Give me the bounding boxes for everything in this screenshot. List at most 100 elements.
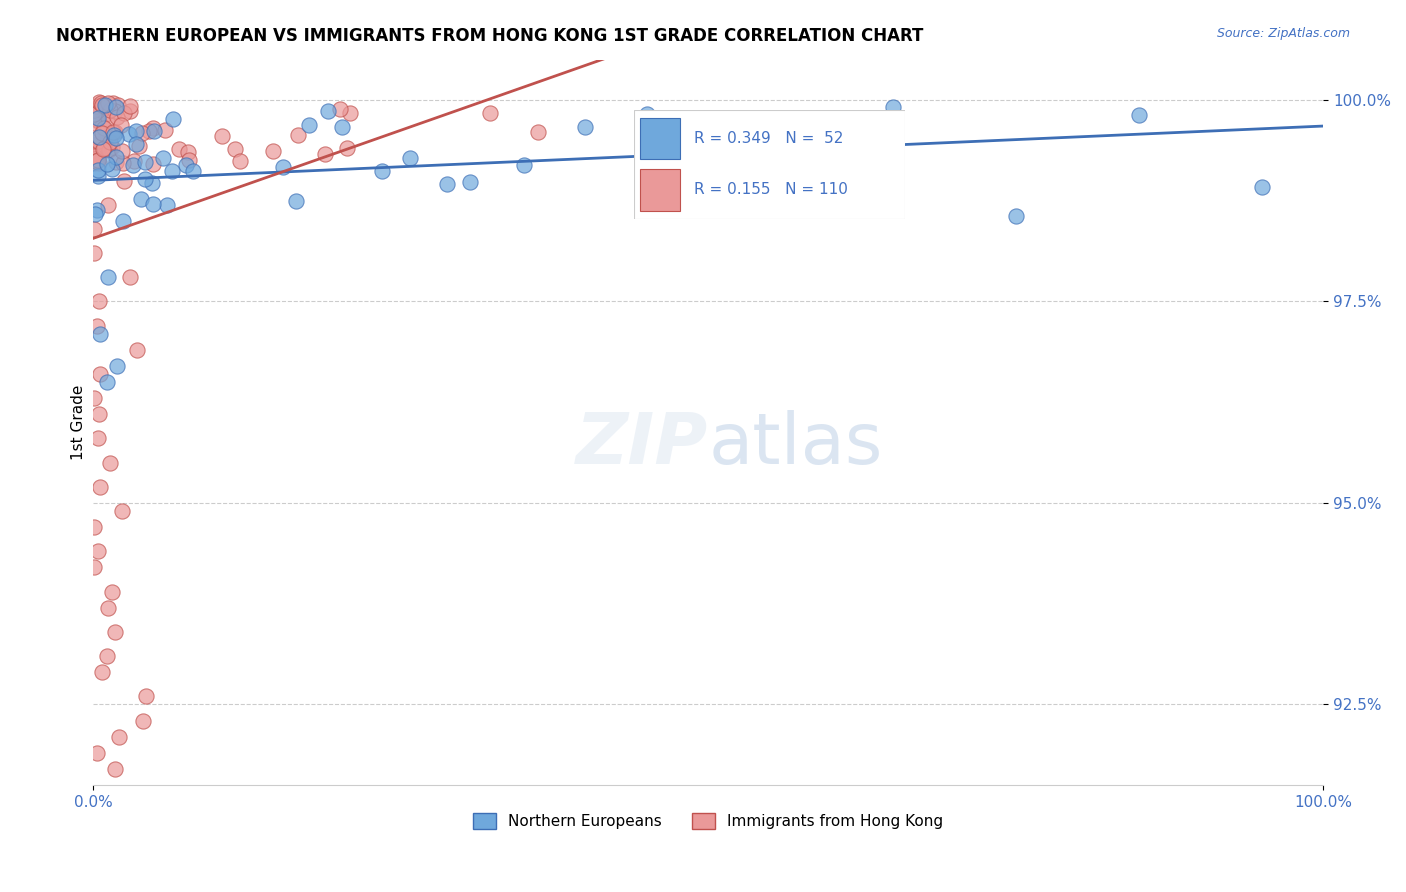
Text: atlas: atlas [709, 409, 883, 479]
Point [103, 128, 125, 142]
Point [330, 120, 353, 135]
Point [91, 142, 114, 156]
Point [112, 106, 135, 120]
Point [86, 153, 108, 168]
Point [91, 665, 114, 680]
Point [134, 172, 156, 186]
Point [162, 164, 184, 178]
Point [86, 103, 108, 118]
Point [478, 106, 501, 120]
Point [100, 126, 122, 140]
Point [93, 141, 115, 155]
Point [101, 162, 124, 177]
Point [758, 117, 780, 131]
Point [98, 456, 121, 470]
Point [86, 112, 108, 126]
Point [131, 126, 153, 140]
Point [84, 207, 107, 221]
Point [83, 149, 105, 163]
Point [105, 154, 128, 169]
Point [86, 746, 108, 760]
Text: NORTHERN EUROPEAN VS IMMIGRANTS FROM HONG KONG 1ST GRADE CORRELATION CHART: NORTHERN EUROPEAN VS IMMIGRANTS FROM HON… [56, 27, 924, 45]
Point [87, 151, 110, 165]
Point [107, 97, 129, 112]
Point [134, 155, 156, 169]
Point [458, 175, 481, 189]
Point [94, 98, 117, 112]
Point [156, 198, 179, 212]
Text: Source: ZipAtlas.com: Source: ZipAtlas.com [1216, 27, 1350, 40]
Point [298, 118, 321, 132]
Point [111, 504, 134, 518]
Point [108, 730, 131, 744]
Point [287, 128, 309, 142]
Point [120, 103, 142, 118]
Point [1128, 108, 1150, 122]
Point [127, 343, 149, 357]
Point [86, 139, 108, 153]
Legend: Northern Europeans, Immigrants from Hong Kong: Northern Europeans, Immigrants from Hong… [467, 807, 949, 836]
Point [83, 391, 105, 405]
Point [83, 108, 105, 122]
Point [97, 197, 120, 211]
Point [98, 103, 121, 117]
Point [339, 106, 361, 120]
Point [94, 100, 117, 114]
Point [83, 246, 105, 260]
Point [141, 177, 163, 191]
Point [93, 120, 115, 135]
Point [86, 136, 108, 151]
Point [96, 375, 118, 389]
Point [104, 104, 127, 119]
Point [89, 136, 111, 151]
Text: ZIP: ZIP [576, 409, 709, 479]
Point [118, 127, 141, 141]
Point [86, 138, 108, 153]
Y-axis label: 1st Grade: 1st Grade [72, 384, 86, 460]
Point [111, 213, 134, 227]
Point [104, 99, 127, 113]
Point [93, 108, 115, 122]
Point [111, 144, 134, 158]
Point [122, 158, 145, 172]
Point [96, 157, 118, 171]
Point [97, 600, 120, 615]
Point [316, 104, 339, 119]
Point [83, 116, 105, 130]
Point [87, 95, 110, 109]
Point [512, 158, 534, 172]
Point [86, 147, 108, 161]
Point [120, 270, 142, 285]
Point [86, 145, 108, 160]
Point [87, 134, 110, 148]
Point [526, 125, 548, 139]
Point [90, 98, 112, 112]
Point [83, 110, 105, 124]
Point [83, 110, 105, 124]
Point [142, 157, 165, 171]
Point [87, 156, 110, 170]
Point [83, 152, 105, 166]
Point [125, 124, 148, 138]
Point [89, 129, 111, 144]
Point [336, 140, 359, 154]
Point [104, 762, 127, 776]
Point [132, 714, 155, 728]
Point [96, 112, 118, 127]
Point [83, 107, 105, 121]
Point [177, 153, 200, 167]
Point [128, 139, 150, 153]
Point [262, 144, 284, 158]
Point [103, 124, 125, 138]
Point [89, 480, 111, 494]
Point [399, 151, 422, 165]
Point [86, 202, 108, 217]
Point [83, 101, 105, 115]
Point [91, 138, 114, 153]
Point [89, 407, 111, 421]
Point [84, 153, 107, 168]
Point [83, 222, 105, 236]
Point [90, 126, 112, 140]
Point [86, 432, 108, 446]
Point [112, 156, 135, 170]
